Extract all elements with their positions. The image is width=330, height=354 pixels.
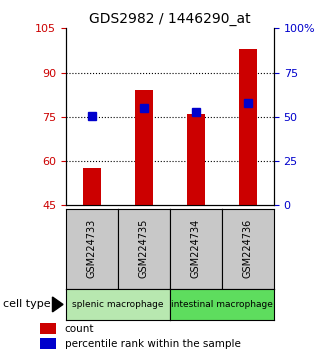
Text: splenic macrophage: splenic macrophage <box>72 300 164 309</box>
Bar <box>187 114 205 205</box>
Text: intestinal macrophage: intestinal macrophage <box>171 300 273 309</box>
Bar <box>40 338 56 349</box>
Text: GSM224733: GSM224733 <box>87 219 97 278</box>
Bar <box>83 169 101 205</box>
Title: GDS2982 / 1446290_at: GDS2982 / 1446290_at <box>89 12 251 26</box>
Bar <box>239 49 257 205</box>
Text: GSM224735: GSM224735 <box>139 219 149 278</box>
Text: GSM224736: GSM224736 <box>243 219 253 278</box>
Text: cell type: cell type <box>3 299 51 309</box>
Polygon shape <box>52 297 63 312</box>
Text: GSM224734: GSM224734 <box>191 219 201 278</box>
Text: count: count <box>65 324 94 334</box>
Text: percentile rank within the sample: percentile rank within the sample <box>65 339 241 349</box>
Bar <box>135 90 153 205</box>
Bar <box>40 324 56 334</box>
